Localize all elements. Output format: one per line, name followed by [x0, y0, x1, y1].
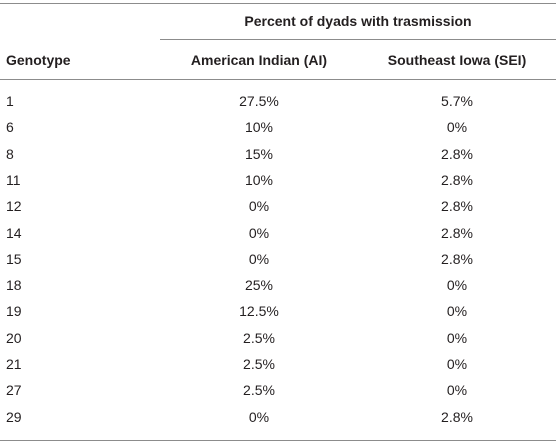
- cell-genotype: 20: [6, 329, 22, 346]
- cell-genotype: 29: [6, 408, 22, 425]
- cell-genotype: 12: [6, 198, 22, 215]
- cell-southeast-iowa: 2.8%: [441, 408, 473, 425]
- cell-southeast-iowa: 2.8%: [441, 145, 473, 162]
- column-header-genotype: Genotype: [6, 52, 71, 68]
- cell-southeast-iowa: 2.8%: [441, 250, 473, 267]
- cell-southeast-iowa: 0%: [446, 329, 468, 346]
- cell-genotype: 21: [6, 356, 22, 372]
- cell-southeast-iowa: 0%: [446, 277, 468, 294]
- cell-american-indian: 25%: [244, 277, 274, 294]
- table-row: 27 2.5% 0%: [0, 377, 556, 403]
- cell-southeast-iowa: 0%: [446, 303, 468, 320]
- cell-genotype: 27: [6, 382, 22, 399]
- cell-american-indian: 10%: [244, 119, 274, 136]
- cell-american-indian: 12.5%: [239, 303, 279, 320]
- cell-southeast-iowa: 0%: [446, 119, 468, 136]
- cell-american-indian: 0%: [248, 224, 270, 241]
- table-row: 14 0% 2.8%: [0, 220, 556, 246]
- table-row: 11 10% 2.8%: [0, 167, 556, 193]
- cell-genotype: 14: [6, 224, 22, 241]
- cell-southeast-iowa: 2.8%: [441, 224, 473, 241]
- cell-american-indian: 2.5%: [243, 356, 275, 372]
- cell-genotype: 6: [6, 119, 14, 136]
- table-top-rule: [0, 3, 556, 4]
- cell-american-indian: 15%: [244, 145, 274, 162]
- header-rule: [0, 79, 556, 80]
- table-row: 29 0% 2.8%: [0, 404, 556, 430]
- cell-southeast-iowa: 0%: [446, 382, 468, 399]
- cell-genotype: 1: [6, 93, 14, 109]
- table-row: 15 0% 2.8%: [0, 246, 556, 272]
- cell-genotype: 19: [6, 303, 22, 320]
- cell-american-indian: 2.5%: [243, 329, 275, 346]
- cell-genotype: 11: [6, 171, 21, 188]
- cell-southeast-iowa: 2.8%: [441, 171, 473, 188]
- table-row: 21 2.5% 0%: [0, 351, 556, 377]
- cell-genotype: 8: [6, 145, 14, 162]
- table-row: 6 10% 0%: [0, 114, 556, 140]
- table-row: 20 2.5% 0%: [0, 325, 556, 351]
- cell-southeast-iowa: 0%: [446, 356, 468, 372]
- table-bottom-rule: [0, 440, 556, 441]
- table-row: 18 25% 0%: [0, 272, 556, 298]
- table-row: 12 0% 2.8%: [0, 193, 556, 219]
- cell-genotype: 15: [6, 250, 22, 267]
- table-row: 1 27.5% 5.7%: [0, 88, 556, 114]
- column-header-american-indian: American Indian (AI): [190, 52, 328, 68]
- spanning-header: Percent of dyads with trasmission: [244, 13, 472, 29]
- cell-american-indian: 0%: [248, 250, 270, 267]
- cell-southeast-iowa: 5.7%: [441, 93, 473, 109]
- cell-american-indian: 0%: [248, 198, 270, 215]
- cell-american-indian: 27.5%: [239, 93, 279, 109]
- cell-american-indian: 10%: [244, 171, 274, 188]
- column-header-southeast-iowa: Southeast Iowa (SEI): [387, 52, 527, 68]
- cell-american-indian: 0%: [248, 408, 270, 425]
- cell-american-indian: 2.5%: [243, 382, 275, 399]
- table-row: 19 12.5% 0%: [0, 298, 556, 324]
- table-row: 8 15% 2.8%: [0, 141, 556, 167]
- spanning-header-rule: [160, 39, 556, 40]
- cell-genotype: 18: [6, 277, 22, 294]
- cell-southeast-iowa: 2.8%: [441, 198, 473, 215]
